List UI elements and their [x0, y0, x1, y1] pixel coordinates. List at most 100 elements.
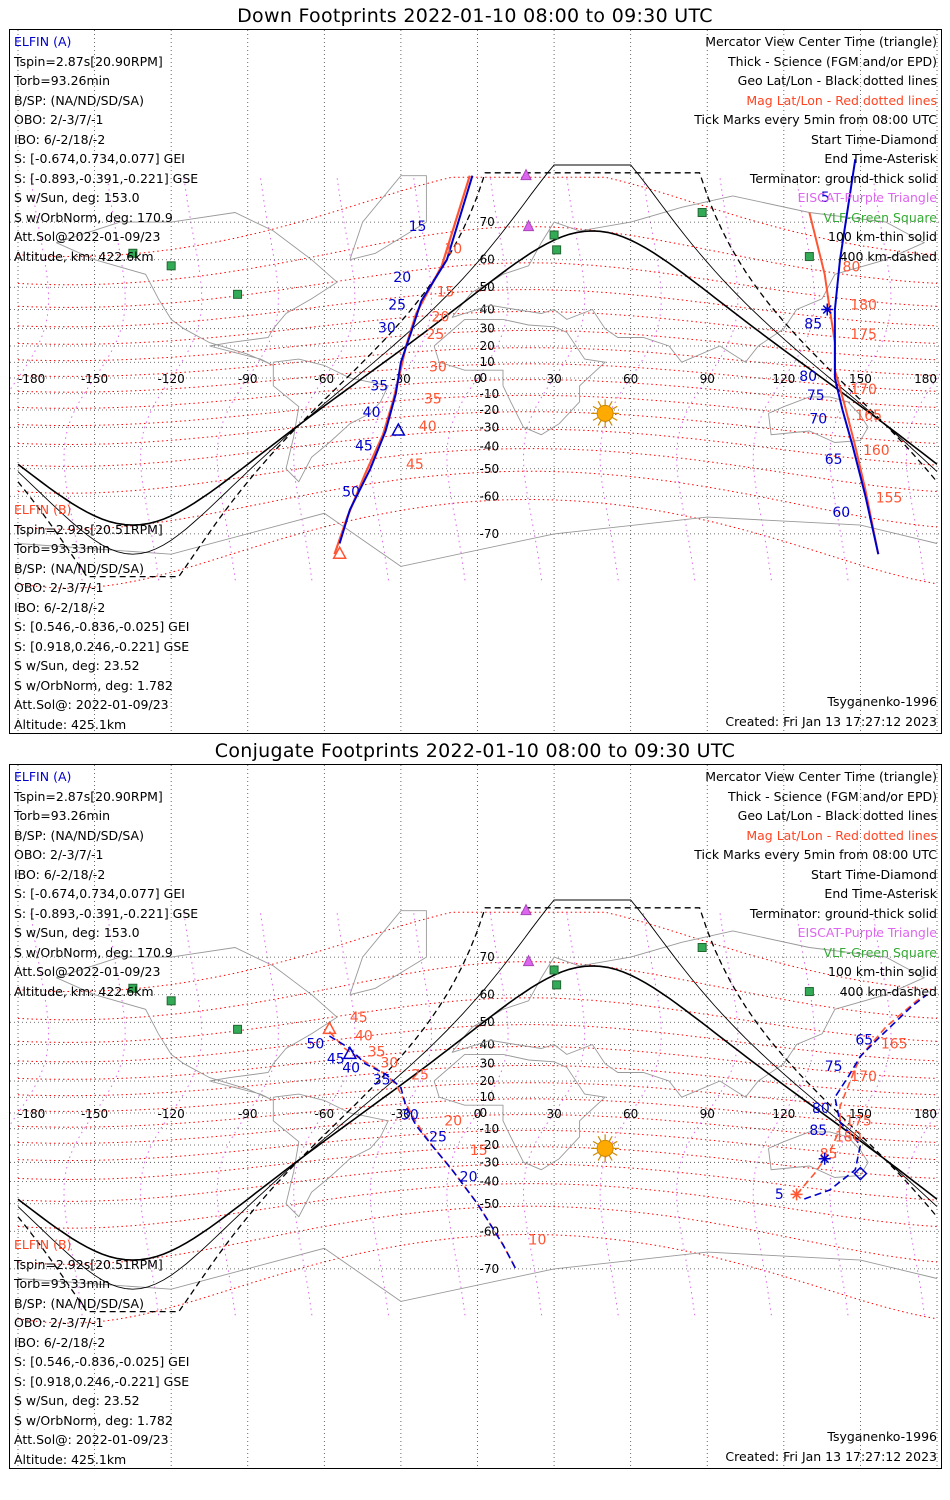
elfin-a-line: S: [-0.893,-0.391,-0.221] GSE — [14, 905, 199, 921]
lon-tick-label: -150 — [81, 372, 108, 386]
mag-lon-line — [752, 910, 815, 1316]
coastline — [433, 1053, 607, 1171]
elfin-a-tick-label: 30 — [401, 1107, 419, 1123]
vlf-square-icon — [697, 208, 707, 218]
mag-lat-line — [17, 1065, 938, 1097]
mag-lat-line — [17, 379, 938, 409]
elfin-b-info: ELFIN (B) Tspin=2.92s[20.51RPM] Torb=93.… — [14, 1235, 189, 1468]
elfin-b-tick-label: 180 — [835, 1130, 862, 1146]
mag-lon-line — [599, 910, 662, 1316]
legend-item: EISCAT-Purple Triangle — [797, 925, 937, 940]
mag-lat-line — [17, 310, 938, 345]
vlf-square-icon — [166, 261, 176, 271]
vlf-square-icon — [552, 980, 562, 990]
elfin-a-tick-label: 85 — [804, 317, 822, 333]
elfin-b-tick-label: 40 — [355, 1028, 373, 1044]
coastline — [768, 396, 869, 443]
elfin-a-tick-label: 45 — [355, 439, 373, 455]
lon-tick-label: 30 — [546, 372, 561, 386]
lon-tick-label: 180 — [914, 372, 937, 386]
model-name: Tsyganenko-1996 — [827, 1429, 937, 1444]
elfin-b-tick-label: 180 — [850, 297, 877, 313]
legend-item: Mag Lat/Lon - Red dotted lines — [746, 827, 937, 843]
lat-tick-label: 40 — [480, 302, 495, 316]
sun-ray — [611, 405, 618, 410]
elfin-b-tick-label: 165 — [881, 1037, 908, 1053]
terminator-line — [17, 230, 938, 526]
sun-ray — [592, 416, 599, 421]
map-svg-conjugate: -180 -150 -120 -90 -60 -30 0 30 60 90 120 150 180706… — [10, 765, 941, 1468]
mag-lon-line — [140, 175, 203, 581]
panel-title-down: Down Footprints 2022-01-10 08:00 to 09:3… — [237, 5, 713, 27]
lat-tick-label: -60 — [480, 489, 500, 503]
elfin-a-tick-label: 70 — [809, 412, 827, 428]
elfin-b-line: S: [0.918,0.246,-0.221] GSE — [14, 638, 190, 654]
elfin-a-center-triangle — [342, 1045, 358, 1060]
elfin-a-line: OBO: 2/-3/7/-1 — [14, 847, 104, 862]
elfin-a-track — [804, 994, 928, 1200]
lon-tick-label: 60 — [623, 372, 638, 386]
elfin-a-tick-label: 40 — [342, 1061, 360, 1077]
lat-tick-label: 30 — [480, 322, 495, 336]
lon-tick-label: -60 — [315, 1107, 335, 1121]
elfin-b-line: Att.Sol@: 2022-01-09/23 — [14, 697, 169, 712]
lat-tick-label: -30 — [480, 1155, 500, 1169]
lat-tick-label: 60 — [480, 988, 495, 1002]
mag-lat-line — [17, 961, 938, 1021]
elfin-b-line: IBO: 6/-2/18/-2 — [14, 599, 106, 615]
mag-lat-line — [17, 411, 938, 446]
sun-ray — [597, 1135, 602, 1142]
coastline — [56, 212, 338, 366]
elfin-b-line: Torb=93.33min — [14, 541, 111, 556]
lat-tick-label: 10 — [480, 355, 495, 369]
sun-ray — [597, 400, 602, 407]
elfin-a-info: ELFIN (A) Tspin=2.87s[20.90RPM] Torb=93.… — [14, 767, 198, 1001]
elfin-b-tick-label: 25 — [426, 327, 444, 343]
elfin-a-line: Altitude, km: 422.6km — [14, 248, 154, 264]
elfin-b-tick-label: 175 — [845, 1114, 872, 1130]
coastline — [17, 512, 938, 567]
mag-lat-line — [17, 394, 938, 426]
elfin-a-tick-label: 20 — [393, 270, 411, 286]
elfin-a-line: S w/OrbNorm, deg: 170.9 — [14, 209, 173, 225]
elfin-b-line: B/SP: (NA/ND/SD/SA) — [14, 1295, 144, 1311]
mag-lat-line — [17, 262, 938, 308]
lat-tick-label: 0 — [480, 1106, 488, 1120]
lon-tick-label: 90 — [700, 372, 715, 386]
lat-tick-label: 20 — [480, 339, 495, 353]
mag-lat-line — [17, 1114, 938, 1144]
elfin-b-line: Altitude: 425.1km — [14, 1451, 127, 1467]
elfin-b-tick-label: 35 — [368, 1044, 386, 1060]
lon-tick-label: 120 — [772, 372, 795, 386]
legend-item: Terminator: ground-thick solid — [749, 905, 937, 921]
mag-lon-line — [676, 175, 739, 581]
elfin-b-line: S w/Sun, deg: 23.52 — [14, 658, 140, 673]
lon-tick-label: -90 — [238, 1107, 258, 1121]
elfin-a-line: OBO: 2/-3/7/-1 — [14, 112, 104, 127]
elfin-a-tick-label: 30 — [378, 320, 396, 336]
elfin-b-tick-label: 30 — [429, 360, 447, 376]
sun-ray — [608, 400, 613, 407]
elfin-b-line: OBO: 2/-3/7/-1 — [14, 1315, 104, 1330]
coastline — [272, 358, 389, 483]
end-time-asterisk-icon — [818, 1152, 831, 1165]
elfin-b-line: B/SP: (NA/ND/SD/SA) — [14, 560, 144, 576]
elfin-b-center-triangle — [332, 545, 347, 559]
mag-lon-line — [446, 910, 509, 1316]
lat-tick-label: 0 — [480, 371, 488, 385]
mag-lon-line — [676, 910, 739, 1316]
elfin-a-tick-label: 40 — [363, 405, 381, 421]
elfin-a-tick-label: 75 — [825, 1059, 843, 1075]
lat-tick-label: -40 — [480, 1175, 500, 1189]
elfin-a-line: S: [-0.674,0.734,0.077] GEI — [14, 151, 185, 166]
elfin-b-tick-label: 160 — [863, 443, 890, 459]
vlf-square-icon — [552, 245, 562, 255]
mag-lon-line — [216, 910, 279, 1316]
legend-item: VLF-Green Square — [823, 209, 937, 225]
elfin-a-line: Torb=93.26min — [14, 808, 111, 823]
created-date: Created: Fri Jan 13 17:27:12 2023 — [725, 713, 937, 729]
mag-lon-line — [829, 175, 892, 581]
coastline — [349, 910, 427, 996]
lat-tick-label: 50 — [480, 280, 495, 294]
elfin-b-tick-label: 30 — [380, 1055, 398, 1071]
